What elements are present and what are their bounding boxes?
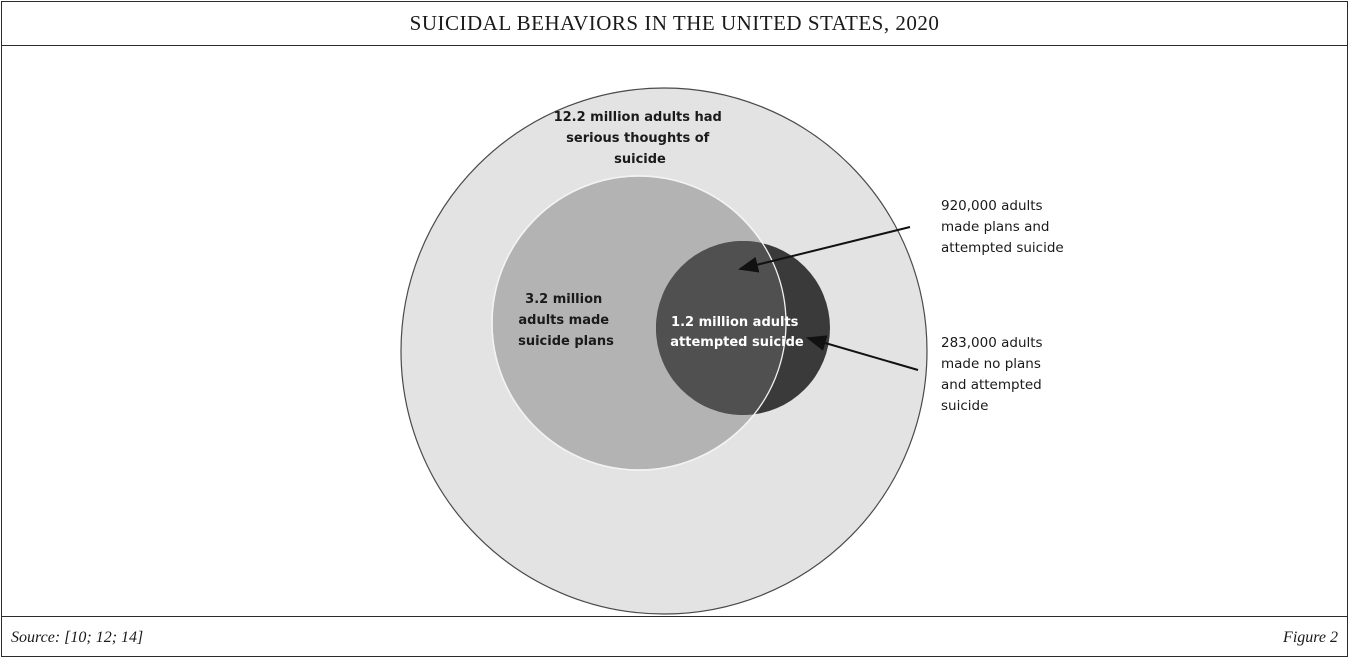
plans-circle-label: 3.2 million adults made suicide plans xyxy=(518,292,614,349)
figure-footer: Source: [10; 12; 14] Figure 2 xyxy=(2,617,1347,658)
source-citation: Source: [10; 12; 14] xyxy=(11,628,144,646)
figure-title: SUICIDAL BEHAVIORS IN THE UNITED STATES,… xyxy=(409,11,940,35)
callout-planned-text: 920,000 adults made plans and attempted … xyxy=(941,198,1064,256)
figure-title-bar: SUICIDAL BEHAVIORS IN THE UNITED STATES,… xyxy=(2,2,1347,46)
figure-label: Figure 2 xyxy=(1283,628,1338,646)
attempt-circle-label: 1.2 million adults attempted suicide xyxy=(670,315,804,350)
plans-circle-boundary xyxy=(491,175,787,471)
outer-circle-label: 12.2 million adults had serious thoughts… xyxy=(554,110,727,167)
callout-arrow-planned xyxy=(738,226,911,273)
venn-diagram: 12.2 million adults had serious thoughts… xyxy=(400,87,1064,615)
callout-unplanned-text: 283,000 adults made no plans and attempt… xyxy=(941,335,1047,414)
callout-arrow-unplanned xyxy=(806,335,919,371)
attempt-circle-overlap xyxy=(656,241,786,415)
diagram-area: 12.2 million adults had serious thoughts… xyxy=(2,46,1347,617)
